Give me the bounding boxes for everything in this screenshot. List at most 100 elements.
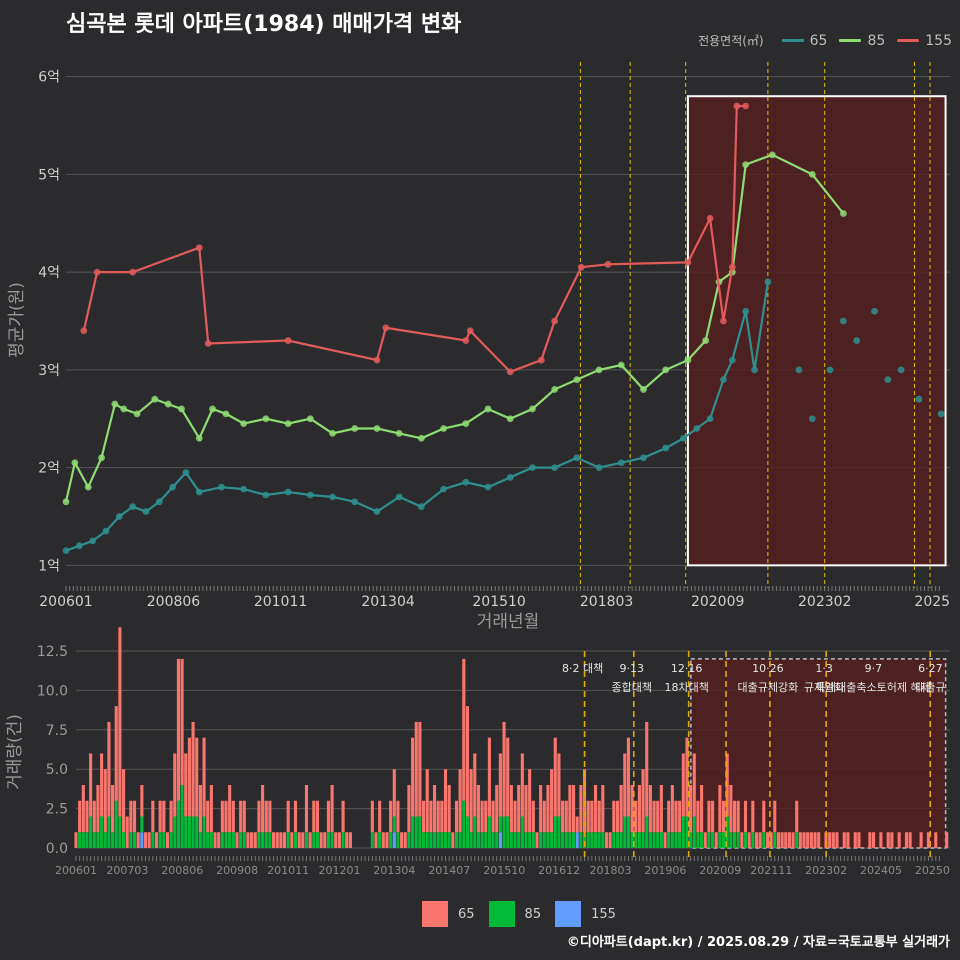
- price-point-155: [373, 356, 381, 364]
- bar-legend-swatch-65: [422, 901, 448, 927]
- volume-bar-65: [198, 784, 202, 833]
- volume-bar-85: [432, 832, 437, 848]
- volume-bar-65: [524, 784, 528, 833]
- price-point-85: [151, 395, 159, 403]
- price-point-65: [915, 395, 923, 403]
- volume-bar-85: [469, 832, 473, 848]
- volume-bar-85: [732, 832, 737, 848]
- volume-bar-85: [103, 832, 107, 848]
- price-point-65: [306, 491, 314, 499]
- volume-bar-85: [326, 832, 330, 848]
- volume-bar-65: [290, 832, 294, 848]
- volume-bar-65: [561, 800, 565, 833]
- volume-bar-85: [132, 832, 137, 848]
- volume-bar-65: [762, 800, 766, 833]
- policy-label-date: 9·7: [865, 662, 883, 675]
- volume-bar-65: [228, 784, 232, 833]
- volume-bar-85: [692, 816, 696, 848]
- volume-bar-85: [81, 832, 85, 848]
- price-point-155: [551, 317, 559, 325]
- price-point-65: [693, 425, 701, 432]
- price-xaxis-title: 거래년월: [477, 612, 540, 632]
- price-xtick-label: 202302: [798, 594, 851, 610]
- volume-bar-65: [224, 800, 228, 833]
- volume-bar-85: [696, 832, 700, 848]
- legend-swatch-85: [839, 39, 862, 42]
- volume-bar-85: [593, 832, 598, 848]
- price-point-65: [115, 513, 123, 520]
- price-yaxis-title: 평균가(원): [7, 282, 27, 358]
- price-point-65: [529, 464, 536, 472]
- price-point-65: [720, 376, 727, 384]
- volume-bar-65: [279, 832, 283, 848]
- price-point-85: [684, 356, 692, 364]
- volume-bar-65: [220, 800, 224, 833]
- volume-bar-65: [550, 769, 554, 833]
- policy-label-name: 대출규: [915, 681, 945, 694]
- price-point-85: [84, 483, 92, 491]
- volume-bar-85: [751, 832, 755, 848]
- price-point-85: [702, 337, 710, 344]
- volume-bar-85: [689, 832, 693, 848]
- volume-bar-65: [729, 784, 733, 833]
- price-ytick-label: 5억: [38, 167, 60, 183]
- volume-bar-85: [220, 832, 224, 848]
- price-point-85: [573, 376, 581, 384]
- volume-bar-65: [586, 800, 590, 833]
- volume-bar-65: [604, 832, 609, 848]
- volume-bar-85: [487, 816, 491, 848]
- volume-bar-65: [886, 832, 890, 848]
- volume-bar-85: [674, 832, 678, 848]
- price-xtick-label: 201011: [254, 594, 307, 610]
- price-point-65: [417, 503, 425, 511]
- price-point-155: [80, 327, 88, 335]
- volume-bar-65: [206, 800, 210, 833]
- policy-label-date: 10·26: [752, 662, 784, 675]
- price-point-85: [98, 454, 105, 462]
- price-point-85: [484, 405, 492, 413]
- volume-bar-85: [392, 816, 396, 833]
- volume-bar-65: [791, 832, 795, 848]
- volume-bar-65: [158, 800, 162, 833]
- volume-bar-85: [312, 832, 316, 848]
- volume-bar-65: [926, 832, 930, 848]
- price-point-155: [382, 324, 390, 332]
- volume-bar-85: [659, 832, 663, 848]
- volume-bar-85: [228, 832, 232, 848]
- volume-xtick-label: 202405: [860, 864, 902, 877]
- volume-ytick-label: 2.5: [46, 802, 68, 818]
- volume-bar-85: [524, 832, 528, 848]
- price-point-155: [604, 260, 612, 268]
- price-point-65: [839, 317, 847, 325]
- volume-bar-85: [586, 832, 590, 848]
- volume-bar-85: [539, 832, 543, 848]
- price-point-85: [768, 151, 776, 159]
- volume-bar-65: [670, 784, 674, 833]
- volume-bar-85: [458, 832, 462, 848]
- volume-bar-85: [506, 816, 510, 848]
- volume-bar-65: [718, 784, 722, 833]
- volume-bar-65: [341, 800, 345, 833]
- price-point-155: [93, 268, 101, 276]
- volume-bar-65: [711, 800, 715, 833]
- volume-xtick-label: 201510: [483, 864, 525, 877]
- volume-bar-65: [429, 800, 433, 833]
- volume-bar-85: [465, 816, 470, 848]
- volume-bar-85: [561, 832, 565, 848]
- volume-bar-65: [447, 784, 451, 833]
- volume-bar-85: [652, 832, 656, 848]
- volume-bar-85: [261, 832, 265, 848]
- price-point-65: [640, 454, 647, 462]
- volume-bar-65: [736, 800, 740, 833]
- volume-bar-65: [345, 832, 349, 848]
- price-point-155: [506, 368, 514, 376]
- price-point-65: [680, 434, 687, 442]
- volume-bar-65: [330, 784, 334, 833]
- volume-bar-85: [484, 832, 488, 848]
- volume-bar-85: [429, 832, 433, 848]
- volume-bar-85: [304, 832, 309, 848]
- volume-xtick-label: 201407: [428, 864, 470, 877]
- volume-bar-65: [714, 832, 718, 848]
- price-point-85: [178, 405, 185, 413]
- legend-label-85: 85: [867, 32, 886, 49]
